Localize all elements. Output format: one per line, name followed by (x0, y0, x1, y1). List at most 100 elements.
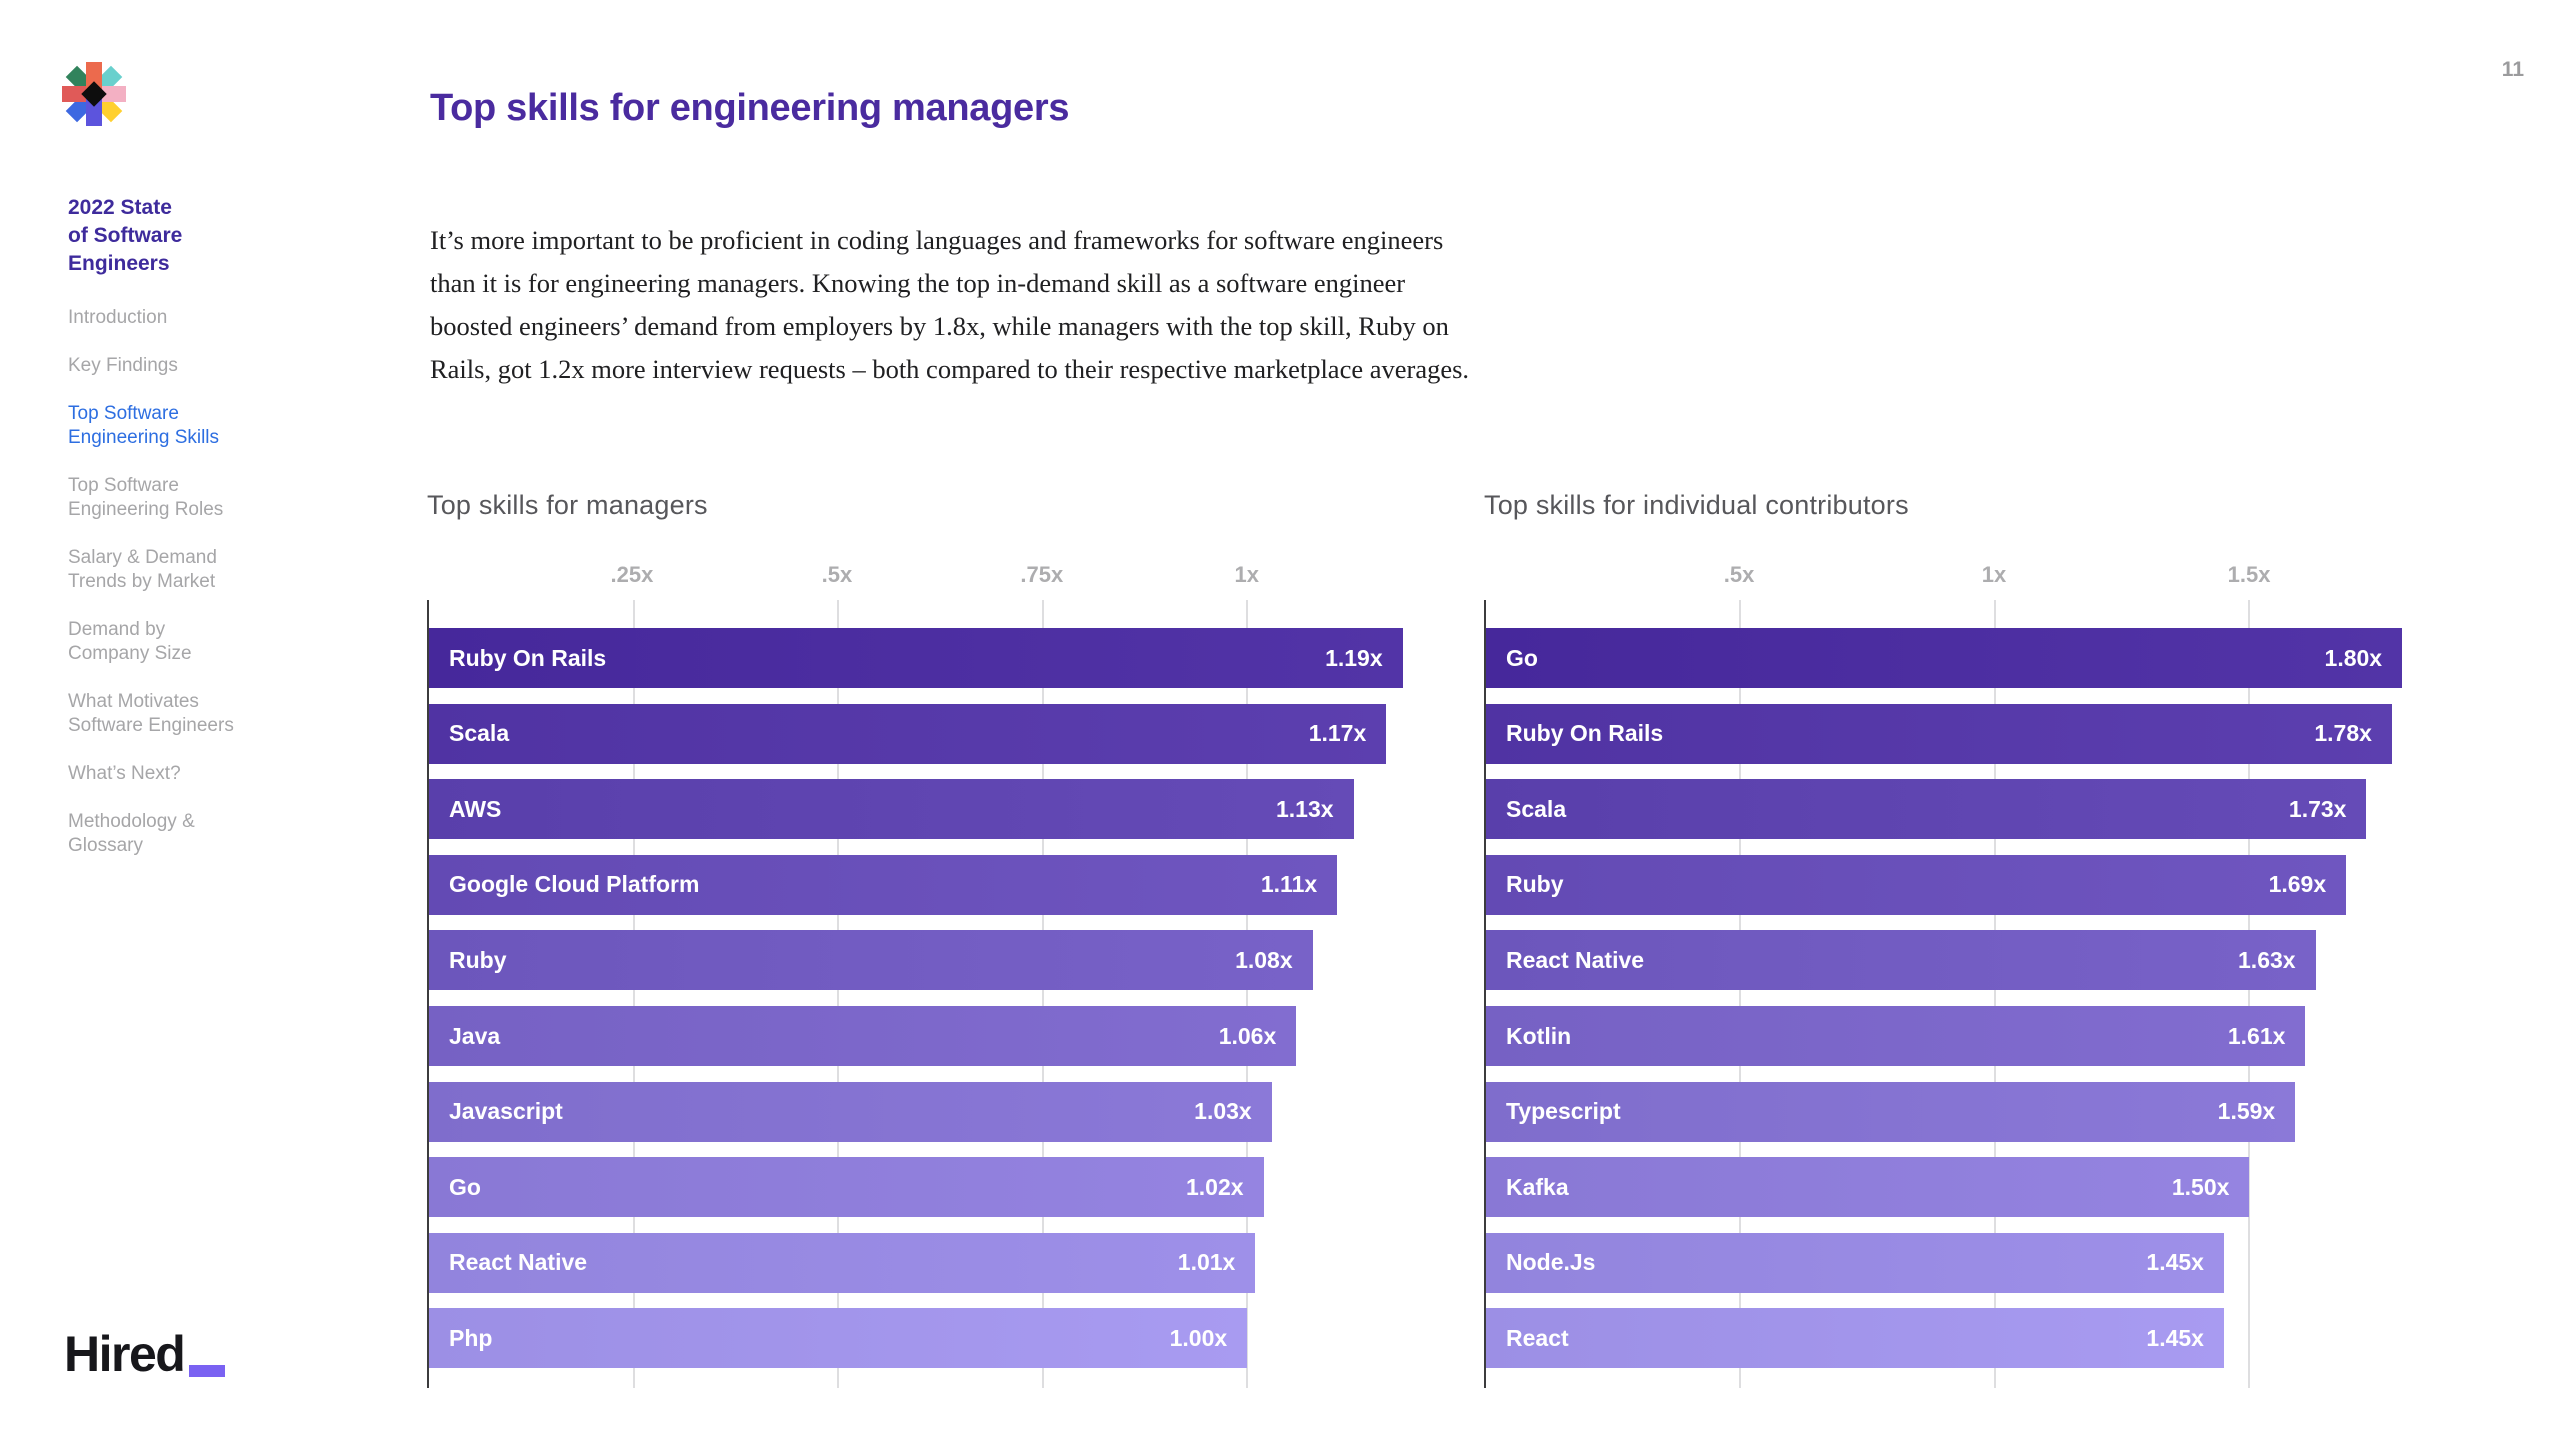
bar-label: Ruby On Rails (1506, 720, 1664, 747)
managers-skills-chart: Top skills for managers .25x .5x .75x 1x Ru… (427, 490, 1437, 1395)
bar-value: 1.45x (2146, 1249, 2204, 1276)
bar-label: Go (449, 1173, 481, 1200)
bar-label: Javascript (449, 1098, 563, 1125)
bar-value: 1.78x (2314, 720, 2372, 747)
chart-title: Top skills for individual contributors (1484, 490, 1909, 520)
page-title: Top skills for engineering managers (430, 87, 1070, 130)
bar-value: 1.59x (2217, 1098, 2276, 1125)
individual-contributors-skills-chart: Top skills for individual contributors .… (1484, 490, 2424, 1395)
bar-value: 1.19x (1325, 644, 1383, 671)
axis-tick-label: .5x (821, 562, 853, 587)
sidebar-item-methodology-glossary[interactable]: Methodology & Glossary (68, 811, 195, 856)
bar-label: React Native (1506, 946, 1645, 973)
sidebar-item-top-software-engineering-skills[interactable]: Top Software Engineering Skills (68, 403, 220, 448)
bar-value: 1.69x (2268, 871, 2327, 898)
bar-label: Ruby On Rails (449, 644, 607, 671)
bar-value: 1.03x (1194, 1098, 1252, 1125)
sidebar-item-what-s-next[interactable]: What’s Next? (68, 763, 181, 784)
bar-label: Java (449, 1022, 501, 1049)
bar-label: Ruby (449, 946, 507, 973)
bar-node-js: Node.Js 1.45x (1486, 1232, 2224, 1293)
bar-label: Google Cloud Platform (449, 871, 700, 898)
bar-scala: Scala 1.73x (1486, 779, 2367, 840)
bar-value: 1.02x (1185, 1173, 1244, 1200)
bar-value: 1.08x (1235, 946, 1293, 973)
bar-label: React (1506, 1324, 1569, 1351)
gridline (2248, 600, 2251, 1388)
bar-typescript: Typescript 1.59x (1486, 1081, 2296, 1142)
hired-logo-word: Hired (64, 1326, 186, 1382)
chart-plot: Go 1.80x Ruby On Rails 1.78x Scala 1.73x Ruby 1… (1484, 600, 2424, 1388)
hired-logo: Hired (64, 1326, 226, 1382)
axis-tick-label: .75x (1020, 562, 1064, 587)
bar-kotlin: Kotlin 1.61x (1486, 1006, 2306, 1066)
bar-label: Node.Js (1506, 1249, 1596, 1276)
bar-label: Scala (449, 720, 510, 747)
intro-paragraph: It’s more important to be proficient in … (430, 224, 1470, 384)
bar-react-native: React Native 1.63x (1486, 930, 2316, 991)
bar-value: 1.73x (2288, 795, 2347, 822)
bar-google-cloud-platform: Google Cloud Platform 1.11x (429, 854, 1338, 915)
bar-label: Php (449, 1324, 493, 1351)
report-title: 2022 State of Software Engineers (68, 196, 183, 275)
bar-aws: AWS 1.13x (429, 779, 1354, 840)
bar-value: 1.61x (2227, 1022, 2286, 1049)
sidebar-item-demand-by-company-size[interactable]: Demand by Company Size (68, 619, 192, 664)
bar-scala: Scala 1.17x (429, 703, 1387, 764)
bar-java: Java 1.06x (429, 1006, 1297, 1066)
page-number: 11 (2501, 58, 2524, 81)
bar-value: 1.00x (1169, 1324, 1228, 1351)
sidebar-item-key-findings[interactable]: Key Findings (68, 355, 178, 376)
bar-kafka: Kafka 1.50x (1486, 1157, 2250, 1218)
bar-react-native: React Native 1.01x (429, 1232, 1256, 1293)
bar-value: 1.17x (1308, 720, 1367, 747)
bar-label: Ruby (1506, 871, 1564, 898)
axis-tick-label: 1x (1234, 562, 1260, 587)
hired-logo-underscore (189, 1365, 226, 1377)
sidebar-item-salary-demand-trends-by-market[interactable]: Salary & Demand Trends by Market (68, 547, 217, 592)
x-axis: .5x 1x 1.5x (1484, 562, 2424, 596)
bar-label: Go (1506, 644, 1538, 671)
chart-title: Top skills for managers (427, 490, 708, 520)
axis-tick-label: 1.5x (2227, 562, 2271, 587)
bar-label: AWS (449, 795, 502, 822)
bar-value: 1.63x (2238, 946, 2296, 973)
bar-value: 1.80x (2324, 644, 2383, 671)
bar-react: React 1.45x (1486, 1308, 2224, 1369)
chart-plot: Ruby On Rails 1.19x Scala 1.17x AWS 1.13x Goog… (427, 600, 1437, 1388)
gridline (1993, 600, 1996, 1388)
gridline (632, 600, 635, 1388)
axis-tick-label: 1x (1981, 562, 2007, 587)
bar-label: Kafka (1506, 1173, 1569, 1200)
bar-ruby: Ruby 1.69x (1486, 854, 2347, 915)
bar-ruby-on-rails: Ruby On Rails 1.78x (1486, 703, 2392, 764)
bar-javascript: Javascript 1.03x (429, 1081, 1272, 1142)
axis-tick-label: .5x (1723, 562, 1755, 587)
sidebar-item-introduction[interactable]: Introduction (68, 307, 168, 328)
bar-value: 1.01x (1177, 1249, 1236, 1276)
bar-value: 1.50x (2171, 1173, 2230, 1200)
sidebar-item-what-motivates-software-engineers[interactable]: What Motivates Software Engineers (68, 691, 234, 736)
bar-value: 1.13x (1275, 795, 1334, 822)
bar-go: Go 1.80x (1486, 628, 2403, 688)
bar-php: Php 1.00x (429, 1308, 1248, 1369)
gridline (1739, 600, 1742, 1388)
sidebar-nav: Introduction Key Findings Top Software Eng… (68, 306, 318, 882)
bar-value: 1.45x (2146, 1324, 2204, 1351)
gridline (1246, 600, 1249, 1388)
bar-label: React Native (449, 1249, 588, 1276)
bar-value: 1.06x (1218, 1022, 1277, 1049)
axis-tick-label: .25x (610, 562, 654, 587)
bar-go: Go 1.02x (429, 1157, 1264, 1218)
gridline (837, 600, 840, 1388)
bar-label: Typescript (1506, 1098, 1621, 1125)
x-axis: .25x .5x .75x 1x (427, 562, 1437, 596)
bar-label: Scala (1506, 795, 1567, 822)
gridline (1041, 600, 1044, 1388)
asterisk-logo-icon (62, 62, 126, 131)
bar-ruby-on-rails: Ruby On Rails 1.19x (429, 628, 1403, 688)
bar-value: 1.11x (1260, 871, 1318, 898)
sidebar-item-top-software-engineering-roles[interactable]: Top Software Engineering Roles (68, 475, 224, 520)
bar-label: Kotlin (1506, 1022, 1572, 1049)
